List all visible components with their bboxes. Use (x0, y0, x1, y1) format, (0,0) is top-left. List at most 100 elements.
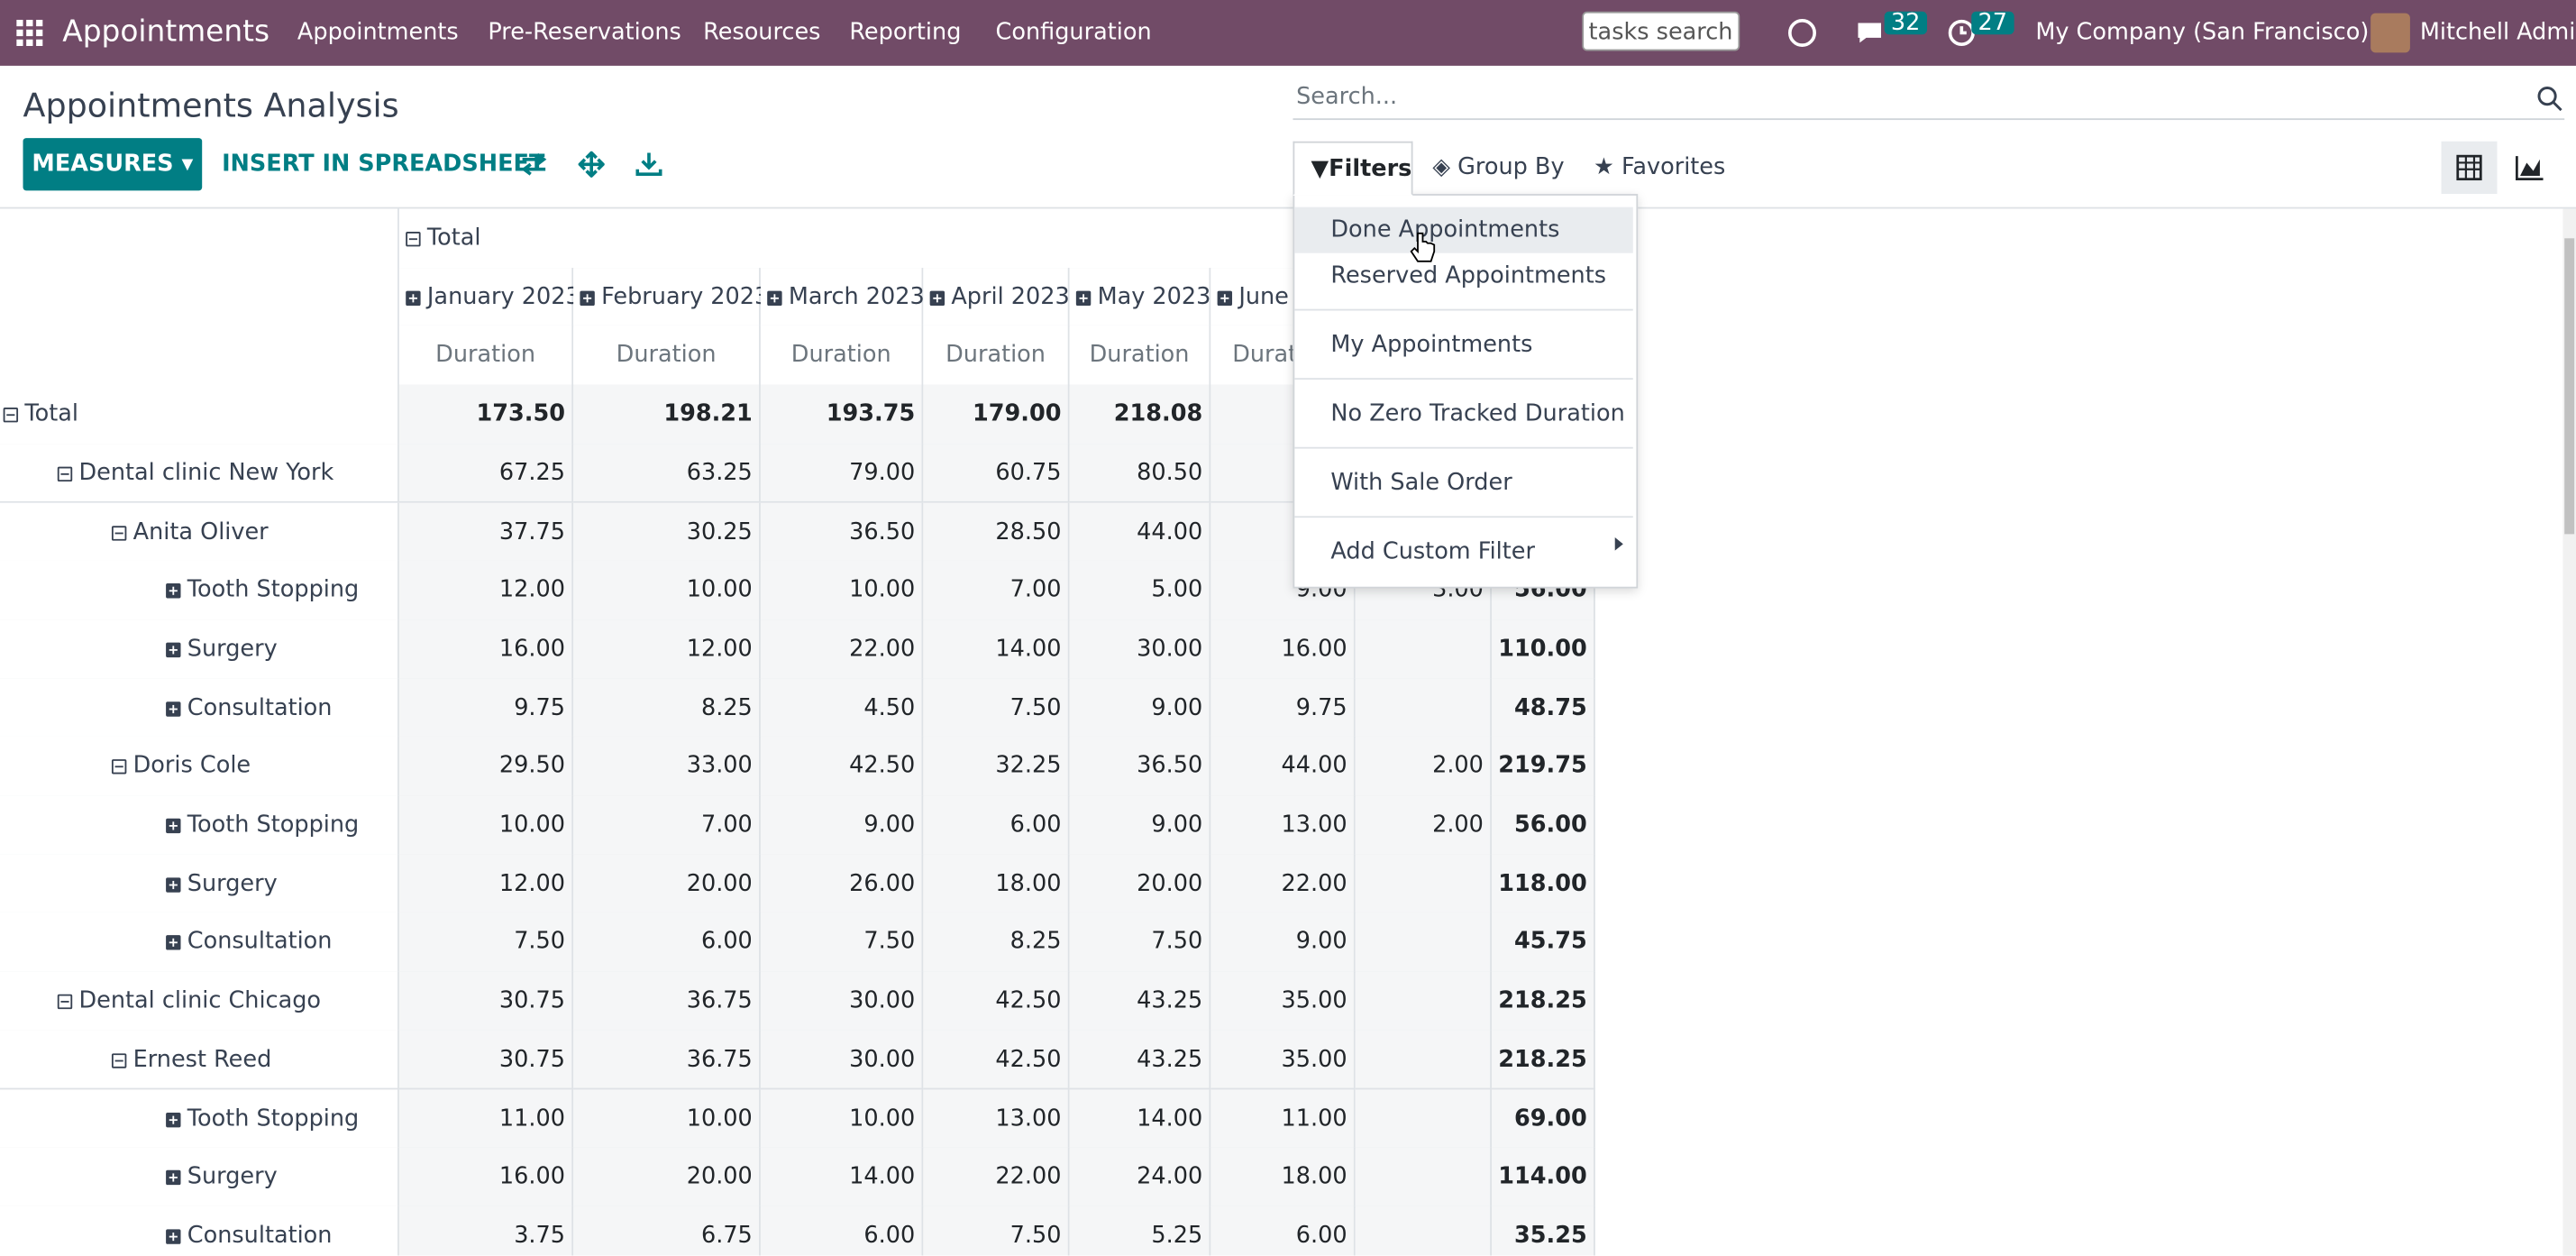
value-cell[interactable]: 7.50 (923, 1206, 1070, 1256)
filter-option[interactable]: My Appointments (1330, 332, 1533, 359)
row-header[interactable]: Tooth Stopping (0, 560, 399, 621)
value-cell[interactable]: 193.75 (760, 384, 924, 445)
measure-header[interactable]: Duration (573, 325, 761, 387)
row-header[interactable]: Dental clinic Chicago (0, 971, 399, 1032)
value-cell[interactable]: 14.00 (760, 1147, 924, 1208)
value-cell[interactable]: 7.50 (923, 678, 1070, 738)
value-cell[interactable]: 18.00 (1210, 1147, 1356, 1208)
value-cell[interactable]: 5.25 (1069, 1206, 1211, 1256)
value-cell[interactable]: 5.00 (1069, 560, 1211, 621)
nav-menu[interactable]: Pre-Reservations (488, 19, 681, 47)
pivot-view-button[interactable] (2441, 141, 2498, 195)
measure-header[interactable]: Duration (760, 325, 924, 387)
value-cell[interactable]: 6.75 (573, 1206, 761, 1256)
value-cell[interactable]: 44.00 (1069, 501, 1211, 563)
value-cell[interactable]: 29.50 (398, 737, 574, 797)
value-cell[interactable]: 10.00 (573, 1088, 761, 1150)
avatar[interactable] (2370, 13, 2410, 53)
messages-icon[interactable] (1855, 20, 1887, 46)
group-by-toggle[interactable]: ◈ Group By (1432, 154, 1565, 181)
value-cell[interactable]: 9.00 (1069, 795, 1211, 857)
value-cell[interactable]: 20.00 (573, 1147, 761, 1208)
value-cell[interactable]: 28.50 (923, 501, 1070, 563)
value-cell[interactable]: 10.00 (760, 560, 924, 621)
value-cell[interactable]: 114.00 (1492, 1147, 1595, 1208)
value-cell[interactable]: 6.00 (1210, 1206, 1356, 1256)
nav-menu[interactable]: Appointments (297, 19, 459, 47)
value-cell[interactable] (1355, 1088, 1493, 1150)
value-cell[interactable]: 110.00 (1492, 619, 1595, 680)
row-header[interactable]: Ernest Reed (0, 1030, 399, 1091)
flip-axis[interactable] (521, 151, 547, 178)
row-header[interactable]: Surgery (0, 854, 399, 915)
value-cell[interactable]: 35.00 (1210, 971, 1356, 1032)
value-cell[interactable] (1355, 1206, 1493, 1256)
value-cell[interactable]: 42.50 (760, 737, 924, 797)
value-cell[interactable]: 9.00 (1069, 678, 1211, 738)
value-cell[interactable]: 36.75 (573, 1030, 761, 1091)
value-cell[interactable]: 13.00 (923, 1088, 1070, 1150)
value-cell[interactable]: 2.00 (1355, 737, 1493, 797)
column-header[interactable]: May 2023 (1069, 267, 1210, 328)
value-cell[interactable]: 118.00 (1492, 854, 1595, 915)
value-cell[interactable]: 69.00 (1492, 1088, 1595, 1150)
value-cell[interactable]: 30.00 (760, 1030, 924, 1091)
value-cell[interactable]: 79.00 (760, 443, 924, 504)
value-cell[interactable]: 7.00 (573, 795, 761, 857)
row-header[interactable]: Dental clinic New York (0, 443, 399, 504)
value-cell[interactable]: 10.00 (573, 560, 761, 621)
value-cell[interactable]: 43.25 (1069, 971, 1211, 1032)
value-cell[interactable]: 16.00 (398, 619, 574, 680)
nav-menu[interactable]: Resources (703, 19, 821, 47)
value-cell[interactable]: 7.50 (398, 912, 574, 974)
value-cell[interactable] (1355, 619, 1493, 680)
value-cell[interactable]: 2.00 (1355, 795, 1493, 857)
download[interactable] (635, 151, 662, 178)
value-cell[interactable]: 9.00 (1210, 912, 1356, 974)
search-icon[interactable] (2536, 86, 2562, 112)
value-cell[interactable]: 48.75 (1492, 678, 1595, 738)
value-cell[interactable] (1355, 854, 1493, 915)
value-cell[interactable]: 20.00 (1069, 854, 1211, 915)
value-cell[interactable]: 35.00 (1210, 1030, 1356, 1091)
value-cell[interactable]: 43.25 (1069, 1030, 1211, 1091)
value-cell[interactable]: 6.00 (923, 795, 1070, 857)
value-cell[interactable]: 7.50 (1069, 912, 1211, 974)
row-header[interactable]: Total (0, 384, 399, 445)
value-cell[interactable]: 80.50 (1069, 443, 1211, 504)
favorites-toggle[interactable]: ★ Favorites (1594, 154, 1726, 181)
value-cell[interactable]: 9.00 (760, 795, 924, 857)
value-cell[interactable]: 42.50 (923, 1030, 1070, 1091)
insert-spreadsheet[interactable]: INSERT IN SPREADSHEET (222, 151, 545, 178)
row-header[interactable]: Anita Oliver (0, 501, 399, 563)
row-header[interactable]: Consultation (0, 678, 399, 738)
value-cell[interactable]: 22.00 (1210, 854, 1356, 915)
value-cell[interactable]: 32.25 (923, 737, 1070, 797)
user-menu[interactable]: Mitchell Admin (2419, 19, 2576, 47)
value-cell[interactable] (1355, 971, 1493, 1032)
discuss-icon[interactable] (1786, 16, 1818, 49)
value-cell[interactable]: 12.00 (573, 619, 761, 680)
expand-all[interactable] (578, 151, 605, 178)
value-cell[interactable]: 37.75 (398, 501, 574, 563)
tasks-search[interactable]: tasks search (1582, 11, 1740, 51)
row-header[interactable]: Doris Cole (0, 737, 399, 797)
measure-header[interactable]: Duration (923, 325, 1070, 387)
value-cell[interactable]: 16.00 (1210, 619, 1356, 680)
filter-option[interactable]: Done Appointments (1294, 206, 1633, 253)
apps-icon[interactable] (16, 19, 43, 47)
value-cell[interactable]: 219.75 (1492, 737, 1595, 797)
value-cell[interactable]: 60.75 (923, 443, 1070, 504)
app-brand[interactable]: Appointments (62, 14, 270, 50)
column-header[interactable]: April 2023 (923, 267, 1070, 328)
value-cell[interactable]: 36.75 (573, 971, 761, 1032)
value-cell[interactable] (1355, 912, 1493, 974)
value-cell[interactable]: 13.00 (1210, 795, 1356, 857)
row-header[interactable]: Tooth Stopping (0, 795, 399, 857)
value-cell[interactable]: 45.75 (1492, 912, 1595, 974)
nav-menu[interactable]: Reporting (849, 19, 962, 47)
value-cell[interactable]: 12.00 (398, 560, 574, 621)
filter-option[interactable]: With Sale Order (1330, 470, 1512, 497)
company-switch[interactable]: My Company (San Francisco) (2035, 19, 2370, 47)
value-cell[interactable]: 6.00 (573, 912, 761, 974)
